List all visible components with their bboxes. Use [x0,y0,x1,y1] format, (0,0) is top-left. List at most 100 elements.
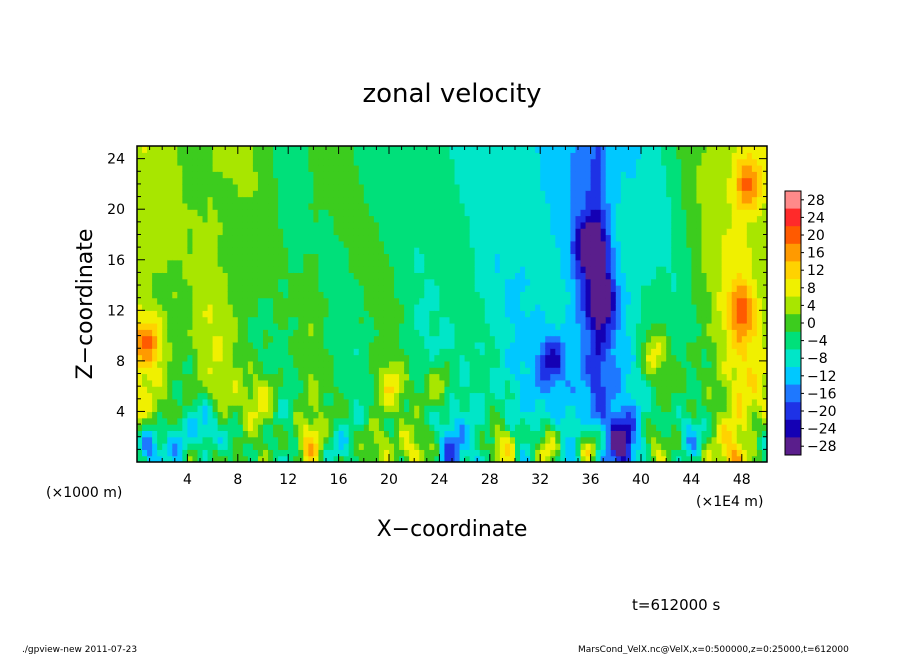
heatmap-cell [409,430,415,438]
heatmap-cell [535,424,541,431]
heatmap-cell [237,183,244,191]
heatmap-cell [399,360,405,368]
heatmap-cell [404,146,410,153]
heatmap-cell [389,455,395,462]
heatmap-cell [343,196,350,204]
heatmap-cell [530,360,536,368]
heatmap-cell [313,190,320,198]
heatmap-cell [424,398,430,406]
heatmap-cell [605,215,612,223]
heatmap-cell [217,278,224,286]
heatmap-cell [575,322,582,330]
heatmap-cell [288,417,294,425]
heatmap-cell [328,348,335,356]
heatmap-cell [454,424,461,431]
heatmap-cell [509,322,516,330]
heatmap-cell [237,234,244,242]
heatmap-cell [293,278,299,286]
heatmap-cell [600,291,607,299]
heatmap-cell [620,373,627,381]
heatmap-cell [600,209,607,217]
heatmap-cell [343,379,350,387]
heatmap-cell [157,247,163,255]
heatmap-cell [252,373,259,381]
heatmap-cell [207,417,214,425]
heatmap-cell [459,449,466,457]
heatmap-cell [157,335,163,343]
heatmap-cell [338,398,345,406]
heatmap-cell [474,436,481,444]
heatmap-cell [182,310,188,318]
heatmap-cell [187,158,194,166]
heatmap-cell [575,228,582,236]
heatmap-cell [444,266,451,273]
heatmap-cell [580,436,587,444]
heatmap-cell [242,247,249,255]
heatmap-cell [419,221,425,229]
heatmap-cell [142,278,148,286]
heatmap-cell [515,386,521,394]
heatmap-cell [404,392,410,400]
heatmap-cell [227,405,234,413]
heatmap-cell [353,158,360,166]
heatmap-cell [535,430,541,438]
heatmap-cell [469,215,476,223]
heatmap-cell [389,196,395,204]
heatmap-cell [242,253,249,261]
heatmap-cell [409,209,415,217]
heatmap-cell [363,405,370,413]
heatmap-cell [263,449,269,457]
heatmap-cell [378,335,385,343]
heatmap-cell [303,190,309,198]
heatmap-cell [540,196,546,204]
heatmap-cell [182,297,188,305]
heatmap-cell [454,449,461,457]
heatmap-cell [383,234,390,242]
heatmap-cell [217,196,224,204]
heatmap-cell [630,386,637,394]
heatmap-cell [142,360,148,368]
heatmap-cell [535,367,541,375]
heatmap-cell [585,164,592,172]
heatmap-cell [464,398,471,406]
heatmap-cell [162,196,168,204]
heatmap-cell [605,221,612,229]
heatmap-cell [389,405,395,413]
heatmap-cell [363,360,370,368]
heatmap-cell [273,215,279,223]
heatmap-cell [383,424,390,431]
heatmap-cell [333,424,340,431]
heatmap-cell [610,430,617,438]
heatmap-cell [263,164,269,172]
heatmap-cell [484,354,491,362]
heatmap-cell [530,430,536,438]
heatmap-cell [439,405,446,413]
heatmap-cell [212,341,219,349]
heatmap-cell [499,215,506,223]
heatmap-cell [389,449,395,457]
heatmap-cell [595,158,602,166]
heatmap-cell [520,234,526,242]
heatmap-cell [157,367,163,375]
heatmap-cell [227,329,234,337]
heatmap-cell [469,417,476,425]
heatmap-cell [419,190,425,198]
heatmap-cell [610,455,617,462]
heatmap-cell [147,253,153,261]
heatmap-cell [283,329,289,337]
heatmap-cell [343,297,350,305]
heatmap-cell [328,234,335,242]
heatmap-cell [479,253,486,261]
heatmap-cell [167,360,173,368]
heatmap-cell [263,285,269,292]
heatmap-cell [298,164,304,172]
heatmap-cell [394,424,400,431]
heatmap-cell [399,379,405,387]
heatmap-cell [182,411,188,419]
heatmap-cell [358,297,365,305]
heatmap-cell [434,335,440,343]
heatmap-cell [197,202,204,210]
heatmap-cell [610,335,617,343]
heatmap-cell [525,177,531,185]
heatmap-cell [293,196,299,204]
